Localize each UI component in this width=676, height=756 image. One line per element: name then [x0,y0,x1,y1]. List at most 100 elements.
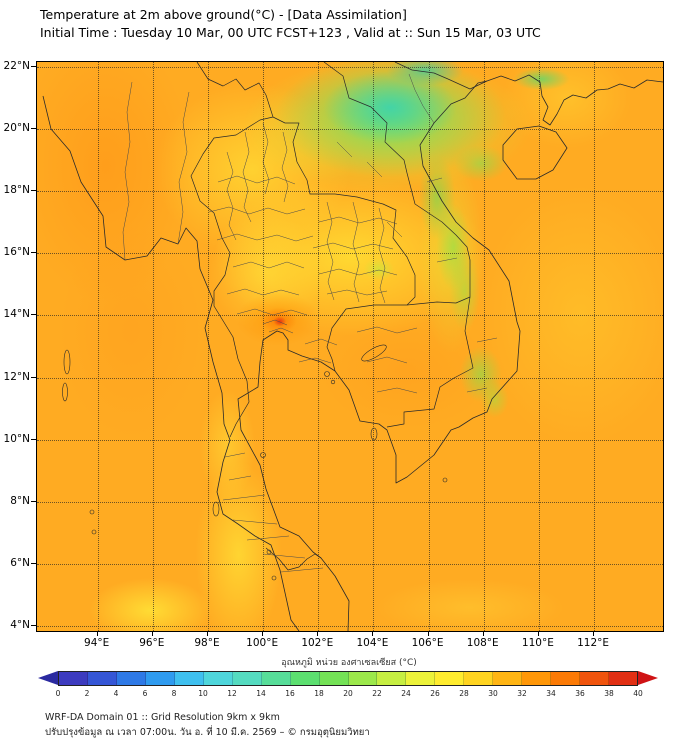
colorbar-segment [522,672,552,685]
x-tick-label: 100°E [246,637,279,649]
colorbar-tick-label: 2 [84,689,90,698]
header: Temperature at 2m above ground(°C) - [Da… [40,6,541,42]
colorbar-segment [609,672,638,685]
colorbar-segment [464,672,494,685]
page-title: Temperature at 2m above ground(°C) - [Da… [40,7,407,22]
y-tick-mark [31,252,36,254]
x-tick-mark [593,632,595,636]
colorbar-segment [145,672,175,685]
colorbar-segment [406,672,436,685]
colorbar-tick-label: 6 [142,689,148,698]
colorbar-tick-label: 38 [604,689,614,698]
x-tick-label: 106°E [411,637,444,649]
x-tick-label: 104°E [356,637,389,649]
coastline [42,74,663,631]
x-tick-mark [537,632,539,636]
x-tick-mark [317,632,319,636]
temperature-field [37,62,663,631]
colorbar-segment [435,672,465,685]
colorbar-segment [174,672,204,685]
x-tick-label: 94°E [84,637,110,649]
colorbar-tick-label: 24 [401,689,411,698]
colorbar-segment [319,672,349,685]
colorbar-tick-label: 4 [113,689,119,698]
colorbar-segment [116,672,146,685]
colorbar-segment [551,672,581,685]
boundaries-overlay [42,62,663,631]
colorbar-segment [87,672,117,685]
y-tick-label: 8°N [10,494,30,507]
footer-update-info: ปรับปรุงข้อมูล ณ เวลา 07:00น. วัน อ. ที่… [45,727,370,738]
y-tick-label: 6°N [10,556,30,569]
y-tick-label: 10°N [3,432,30,445]
colorbar-under-arrow [38,671,58,685]
x-tick-label: 112°E [577,637,610,649]
colorbar-tick-label: 14 [256,689,266,698]
colorbar-segment [232,672,262,685]
colorbar-tick-label: 0 [55,689,61,698]
colorbar-tick-label: 16 [285,689,295,698]
colorbar-segment [580,672,610,685]
footer: WRF-DA Domain 01 :: Grid Resolution 9km … [45,710,370,740]
map-plot [36,61,664,632]
colorbar-tick-label: 12 [227,689,237,698]
x-tick-mark [206,632,208,636]
footer-domain-info: WRF-DA Domain 01 :: Grid Resolution 9km … [45,712,280,723]
colorbar-segment [203,672,233,685]
colorbar-tick-label: 10 [198,689,208,698]
page-subtitle: Initial Time : Tuesday 10 Mar, 00 UTC FC… [40,25,541,40]
x-tick-label: 98°E [194,637,220,649]
y-tick-mark [31,562,36,564]
x-tick-label: 96°E [139,637,165,649]
x-tick-mark [482,632,484,636]
colorbar-tick-label: 22 [372,689,382,698]
y-tick-label: 4°N [10,619,30,632]
colorbar-segment [348,672,378,685]
y-tick-mark [31,190,36,192]
x-tick-label: 102°E [301,637,334,649]
y-tick-label: 14°N [3,308,30,321]
x-tick-mark [151,632,153,636]
colorbar-tick-label: 32 [517,689,527,698]
colorbar-segment [493,672,523,685]
y-tick-mark [31,376,36,378]
y-tick-mark [31,128,36,130]
colorbar-segment [261,672,291,685]
y-tick-mark [31,625,36,627]
y-tick-label: 20°N [3,122,30,135]
colorbar-tick-label: 34 [546,689,556,698]
islands [62,349,448,581]
x-tick-mark [262,632,264,636]
colorbar-tick-label: 8 [171,689,177,698]
lakes [361,344,387,362]
x-tick-label: 108°E [466,637,499,649]
x-tick-mark [96,632,98,636]
colorbar-tick-label: 20 [343,689,353,698]
y-tick-mark [31,65,36,67]
colorbar-segment [59,672,88,685]
y-tick-mark [31,500,36,502]
y-tick-mark [31,438,36,440]
y-tick-label: 22°N [3,59,30,72]
y-tick-label: 12°N [3,370,30,383]
y-tick-label: 18°N [3,184,30,197]
y-tick-label: 16°N [3,246,30,259]
colorbar-tick-label: 28 [459,689,469,698]
colorbar-tick-label: 18 [314,689,324,698]
colorbar-title: อุณหภูมิ หน่วย องศาเซลเซียส (°C) [281,658,417,668]
province-borders [122,73,498,573]
colorbar-tick-label: 36 [575,689,585,698]
x-tick-mark [427,632,429,636]
colorbar-segment [290,672,320,685]
x-tick-mark [372,632,374,636]
country-borders [190,62,488,571]
x-tick-label: 110°E [521,637,554,649]
colorbar-tick-label: 30 [488,689,498,698]
colorbar [58,671,638,686]
colorbar-tick-label: 26 [430,689,440,698]
colorbar-segment [377,672,407,685]
colorbar-over-arrow [638,671,658,685]
y-tick-mark [31,314,36,316]
colorbar-tick-label: 40 [633,689,643,698]
